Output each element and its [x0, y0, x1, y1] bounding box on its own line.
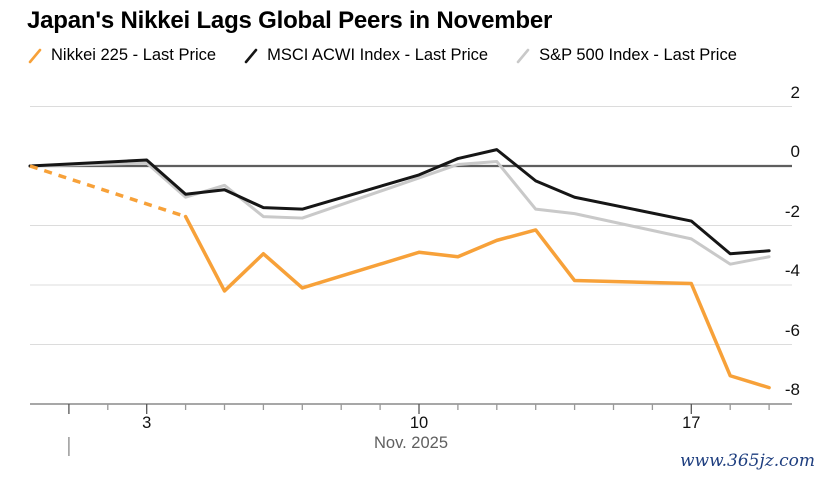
y-axis-label: -4 — [784, 261, 800, 280]
series-line-msci-acwi-index-last-price — [28, 148, 771, 256]
series-line-nikkei-225-last-price — [183, 214, 771, 390]
legend: Nikkei 225 - Last Price MSCI ACWI Index … — [27, 46, 737, 65]
y-axis-label: 0 — [790, 142, 800, 161]
legend-label: S&P 500 Index - Last Price — [539, 46, 737, 64]
watermark: www.365jz.com — [680, 451, 815, 471]
y-axis-label: -6 — [784, 320, 800, 340]
legend-item-msci-acwi: MSCI ACWI Index - Last Price — [243, 46, 488, 65]
x-axis-label: 3 — [142, 414, 152, 432]
legend-label: Nikkei 225 - Last Price — [51, 46, 217, 64]
x-axis-label: 10 — [409, 414, 429, 432]
y-axis-label: -8 — [784, 380, 800, 399]
series-line-s-p-500-index-last-price — [28, 160, 771, 266]
legend-label: MSCI ACWI Index - Last Price — [267, 46, 489, 64]
series-line-icon — [28, 48, 42, 63]
y-axis-label: -2 — [784, 201, 800, 221]
chart-title: Japan's Nikkei Lags Global Peers in Nove… — [27, 7, 553, 34]
legend-item-sp500: S&P 500 Index - Last Price — [515, 46, 737, 65]
legend-item-nikkei: Nikkei 225 - Last Price — [27, 46, 216, 65]
x-axis-month-label: Nov. 2025 — [374, 434, 448, 452]
y-axis-label: 2 — [790, 82, 800, 102]
series-line-dashed-nikkei-225-last-price — [29, 164, 187, 219]
series-line-icon — [516, 48, 530, 63]
series-line-icon — [244, 48, 258, 63]
x-axis-label: 17 — [682, 414, 701, 432]
